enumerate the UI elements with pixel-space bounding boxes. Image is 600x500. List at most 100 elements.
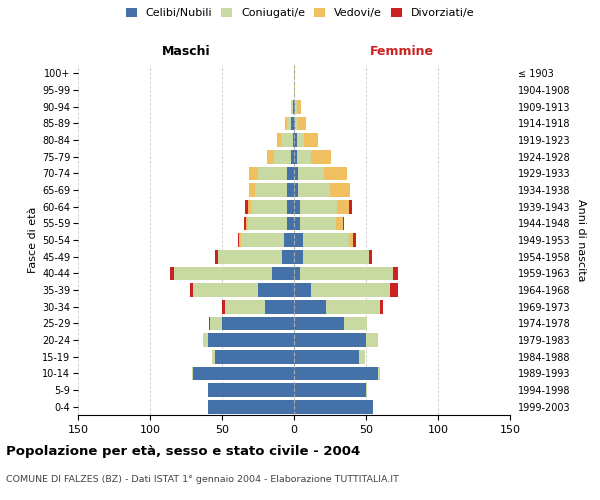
Bar: [239, 233, 241, 247]
Bar: [277, 133, 281, 147]
Bar: [294, 366, 377, 380]
Bar: [302, 233, 349, 247]
Bar: [297, 100, 301, 114]
Bar: [266, 150, 274, 164]
Bar: [304, 133, 319, 147]
Text: Maschi: Maschi: [161, 46, 211, 59]
Bar: [294, 266, 300, 280]
Bar: [294, 283, 311, 297]
Bar: [294, 100, 295, 114]
Bar: [248, 216, 287, 230]
Bar: [293, 133, 294, 147]
Bar: [215, 250, 218, 264]
Bar: [343, 216, 344, 230]
Bar: [302, 250, 369, 264]
Bar: [258, 166, 287, 180]
Bar: [295, 100, 297, 114]
Bar: [258, 283, 294, 297]
Bar: [324, 166, 347, 180]
Bar: [298, 166, 324, 180]
Bar: [170, 266, 175, 280]
Bar: [294, 350, 359, 364]
Bar: [190, 283, 193, 297]
Bar: [297, 133, 304, 147]
Bar: [295, 116, 298, 130]
Bar: [192, 366, 193, 380]
Bar: [208, 383, 294, 397]
Text: Popolazione per età, sesso e stato civile - 2004: Popolazione per età, sesso e stato civil…: [6, 445, 360, 458]
Bar: [336, 216, 343, 230]
Bar: [211, 316, 222, 330]
Bar: [250, 166, 258, 180]
Bar: [311, 283, 391, 297]
Bar: [294, 183, 298, 197]
Bar: [238, 233, 239, 247]
Bar: [366, 383, 367, 397]
Bar: [294, 333, 366, 347]
Bar: [293, 100, 294, 114]
Text: Femmine: Femmine: [370, 46, 434, 59]
Bar: [222, 316, 294, 330]
Bar: [283, 250, 294, 264]
Bar: [349, 233, 353, 247]
Bar: [287, 183, 294, 197]
Bar: [208, 400, 294, 413]
Bar: [175, 266, 272, 280]
Bar: [359, 350, 365, 364]
Bar: [380, 300, 383, 314]
Bar: [298, 183, 330, 197]
Bar: [349, 200, 352, 213]
Bar: [291, 100, 293, 114]
Bar: [255, 183, 287, 197]
Bar: [391, 283, 398, 297]
Bar: [286, 116, 287, 130]
Bar: [287, 200, 294, 213]
Bar: [193, 366, 294, 380]
Bar: [344, 316, 367, 330]
Bar: [274, 150, 291, 164]
Bar: [287, 216, 294, 230]
Bar: [215, 350, 294, 364]
Bar: [300, 216, 336, 230]
Bar: [294, 116, 295, 130]
Bar: [193, 283, 258, 297]
Bar: [284, 233, 294, 247]
Bar: [272, 266, 294, 280]
Bar: [330, 183, 350, 197]
Bar: [294, 233, 302, 247]
Bar: [294, 300, 326, 314]
Bar: [248, 200, 251, 213]
Bar: [294, 383, 366, 397]
Bar: [291, 116, 294, 130]
Bar: [203, 333, 208, 347]
Bar: [251, 200, 287, 213]
Bar: [287, 166, 294, 180]
Bar: [394, 266, 398, 280]
Bar: [250, 183, 255, 197]
Bar: [225, 300, 265, 314]
Bar: [247, 216, 248, 230]
Bar: [241, 233, 284, 247]
Bar: [245, 200, 248, 213]
Bar: [244, 216, 247, 230]
Bar: [291, 150, 294, 164]
Bar: [265, 300, 294, 314]
Bar: [377, 366, 380, 380]
Bar: [298, 116, 305, 130]
Bar: [326, 300, 380, 314]
Bar: [212, 350, 215, 364]
Bar: [294, 216, 300, 230]
Bar: [294, 250, 302, 264]
Bar: [209, 316, 211, 330]
Bar: [300, 200, 337, 213]
Bar: [366, 333, 377, 347]
Bar: [218, 250, 283, 264]
Bar: [294, 83, 295, 97]
Y-axis label: Anni di nascita: Anni di nascita: [576, 198, 586, 281]
Bar: [294, 400, 373, 413]
Bar: [294, 166, 298, 180]
Bar: [281, 133, 293, 147]
Legend: Celibi/Nubili, Coniugati/e, Vedovi/e, Divorziati/e: Celibi/Nubili, Coniugati/e, Vedovi/e, Di…: [124, 6, 476, 20]
Text: COMUNE DI FALZES (BZ) - Dati ISTAT 1° gennaio 2004 - Elaborazione TUTTITALIA.IT: COMUNE DI FALZES (BZ) - Dati ISTAT 1° ge…: [6, 475, 399, 484]
Bar: [294, 316, 344, 330]
